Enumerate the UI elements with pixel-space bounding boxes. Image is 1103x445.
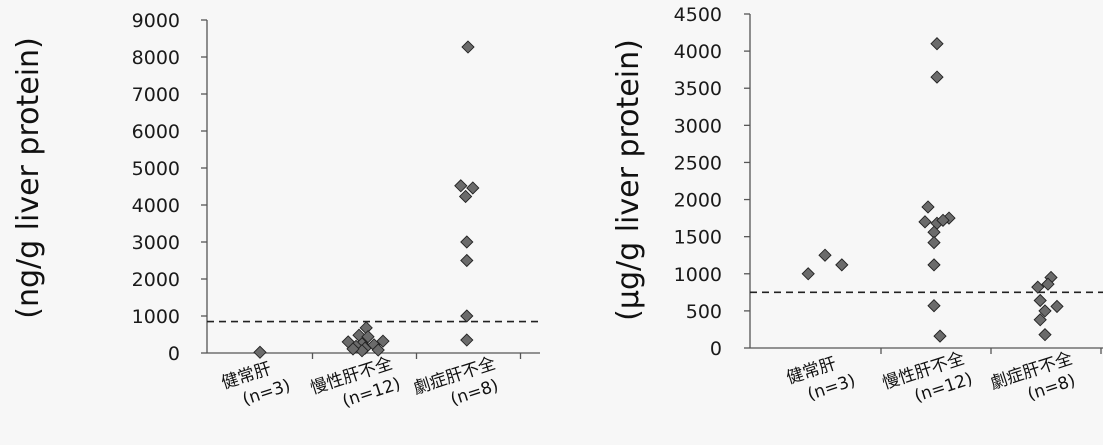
y-tick-label: 500 <box>686 301 722 323</box>
y-axis-label: (μg/g liver protein) <box>611 39 646 321</box>
y-tick-label: 2500 <box>674 152 722 174</box>
y-tick-label: 3000 <box>132 232 180 254</box>
data-point <box>346 342 360 356</box>
data-point <box>1033 313 1047 327</box>
y-tick-label: 4500 <box>674 4 722 26</box>
data-point <box>933 329 947 343</box>
data-point <box>936 213 950 227</box>
data-point <box>454 179 468 193</box>
y-tick-label: 1000 <box>674 264 722 286</box>
y-tick-label: 0 <box>710 338 722 360</box>
y-tick-label: 1500 <box>674 227 722 249</box>
y-tick-label: 5000 <box>132 158 180 180</box>
data-point <box>376 334 390 348</box>
data-point <box>253 345 267 359</box>
data-point <box>460 309 474 323</box>
x-category-label: 健常肝(n=3) <box>219 359 293 410</box>
y-tick-label: 0 <box>168 343 180 365</box>
data-point <box>1050 299 1064 314</box>
y-axis-label: (ng/g liver protein) <box>11 37 46 319</box>
data-point <box>1031 280 1045 294</box>
data-point <box>461 40 475 54</box>
data-point <box>458 189 473 204</box>
data-point <box>1038 304 1052 318</box>
x-category-label: 慢性肝不全(n=12) <box>308 353 404 412</box>
data-point <box>918 215 932 229</box>
data-point <box>930 37 944 51</box>
y-tick-label: 3000 <box>674 115 722 137</box>
y-tick-label: 1000 <box>132 306 180 328</box>
data-point <box>466 181 480 195</box>
data-point <box>460 333 474 347</box>
x-category-label: 劇症肝不全(n=8) <box>411 354 501 410</box>
y-tick-label: 6000 <box>132 121 180 143</box>
data-point <box>460 253 474 268</box>
chart-ug-per-g: (μg/g liver protein) 0 500 1000 1500 2000 2500… <box>611 4 1103 407</box>
y-tick-label: 2000 <box>132 269 180 291</box>
data-point <box>371 343 385 357</box>
data-point <box>927 258 941 272</box>
y-tick-label: 4000 <box>132 195 180 217</box>
data-point <box>1038 328 1052 342</box>
data-point <box>927 235 941 250</box>
data-point <box>835 258 849 272</box>
y-tick-label: 2000 <box>674 190 722 212</box>
chart-ng-per-g: (ng/g liver protein) 0 1000 2000 3000 4000 500… <box>11 10 540 412</box>
y-tick-label: 3500 <box>674 78 722 100</box>
data-point <box>930 70 944 84</box>
y-tick-label: 9000 <box>132 10 180 32</box>
x-category-label: 慢性肝不全(n=12) <box>880 348 976 407</box>
data-point <box>460 235 474 249</box>
data-point <box>361 330 375 344</box>
y-tick-label: 8000 <box>132 47 180 69</box>
y-tick-label: 4000 <box>674 41 722 63</box>
data-point <box>927 299 941 313</box>
data-point <box>1041 277 1055 291</box>
data-point <box>1033 293 1047 308</box>
x-category-label: 健常肝(n=3) <box>784 354 858 405</box>
data-point <box>921 200 935 214</box>
y-tick-label: 7000 <box>132 84 180 106</box>
x-category-label: 劇症肝不全(n=8) <box>988 349 1078 405</box>
data-point <box>801 267 815 281</box>
data-point <box>818 248 832 262</box>
